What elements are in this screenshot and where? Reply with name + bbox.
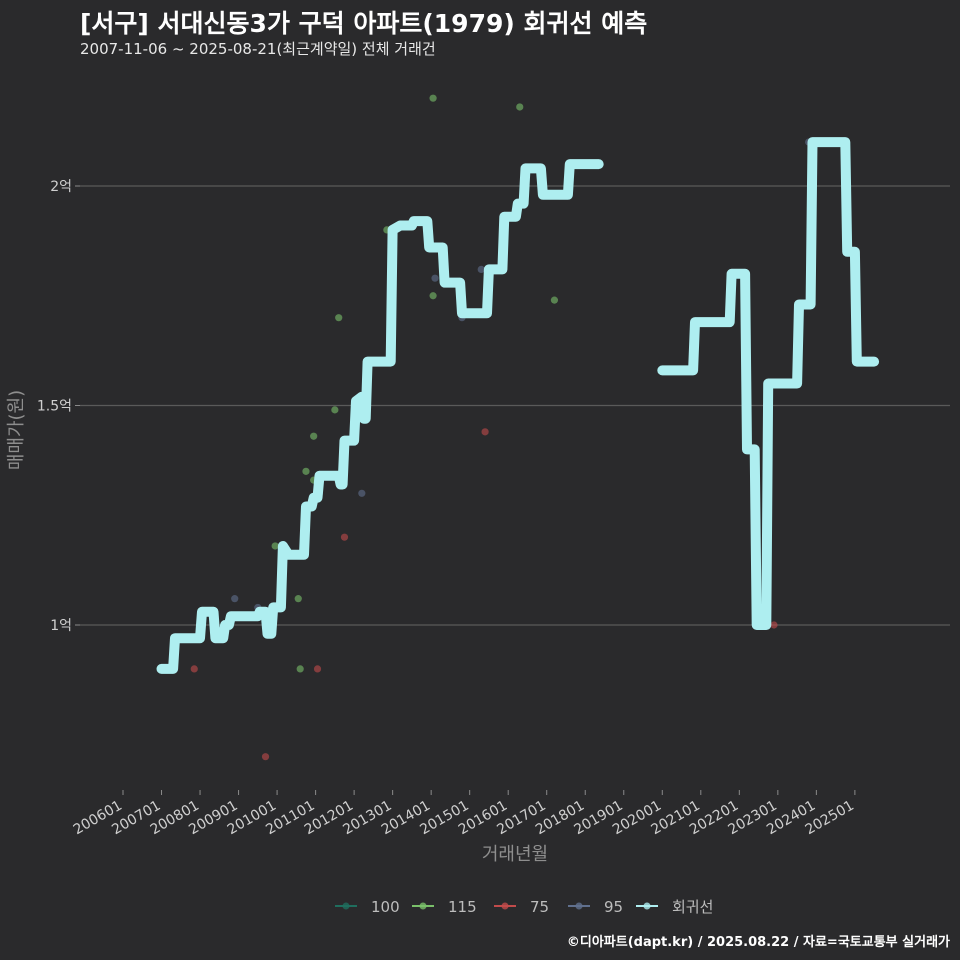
legend-key-dot <box>342 902 350 910</box>
scatter-point-75 <box>340 533 349 541</box>
legend-label: 75 <box>530 898 549 916</box>
legend-label: 95 <box>604 898 623 916</box>
legend-key-dot <box>575 902 583 910</box>
y-tick-labels: 2억 1.5억 1억 <box>37 179 72 634</box>
scatter-point-115 <box>516 103 524 111</box>
scatter-point-115 <box>550 296 559 304</box>
legend-key-dot <box>501 902 509 910</box>
legend-label: 100 <box>371 898 400 916</box>
chart-subtitle: 2007-11-06 ~ 2025-08-21(최근계약일) 전체 거래건 <box>80 40 436 58</box>
y-tick-label: 1.5억 <box>37 399 72 415</box>
y-tick-label: 2억 <box>50 179 72 195</box>
scatter-point-115 <box>296 665 304 673</box>
scatter-point-115 <box>302 467 310 475</box>
scatter-point-115 <box>271 542 279 550</box>
legend-key-dot <box>643 902 651 910</box>
scatter-point-75 <box>190 665 198 673</box>
footer-credit: ©디아파트(dapt.kr) / 2025.08.22 / 자료=국토교통부 실… <box>566 935 950 950</box>
y-axis-label: 매매가(원) <box>6 390 27 470</box>
regression-line-segment <box>156 159 604 674</box>
legend-key-dot <box>419 902 427 910</box>
grid-lines <box>75 185 950 626</box>
scatter-point-115 <box>310 432 318 440</box>
scatter-point-95 <box>477 265 485 274</box>
x-tick-labels: 2006012007012008012009012010012011012012… <box>71 790 857 838</box>
scatter-point-115 <box>429 94 437 102</box>
scatter-point-95 <box>231 595 239 603</box>
x-axis-label: 거래년월 <box>482 844 548 865</box>
legend-label: 회귀선 <box>672 898 713 916</box>
legend-label: 115 <box>448 898 477 916</box>
regression-line-segment <box>657 137 880 630</box>
scatter-point-115 <box>294 595 302 603</box>
regression-line <box>156 137 880 674</box>
scatter-point-95 <box>431 274 439 282</box>
scatter-point-75 <box>481 428 489 436</box>
scatter-point-115 <box>335 314 343 322</box>
chart-title: [서구] 서대신동3가 구덕 아파트(1979) 회귀선 예측 <box>80 9 648 38</box>
scatter-point-75 <box>261 753 270 761</box>
scatter-point-115 <box>429 292 437 300</box>
y-tick-label: 1억 <box>50 618 72 634</box>
scatter-point-75 <box>313 665 322 673</box>
scatter-point-75 <box>770 621 778 629</box>
scatter-point-115 <box>331 406 339 414</box>
scatter-point-95 <box>358 489 366 497</box>
legend: 100 115 75 95 회귀선 <box>335 898 713 916</box>
